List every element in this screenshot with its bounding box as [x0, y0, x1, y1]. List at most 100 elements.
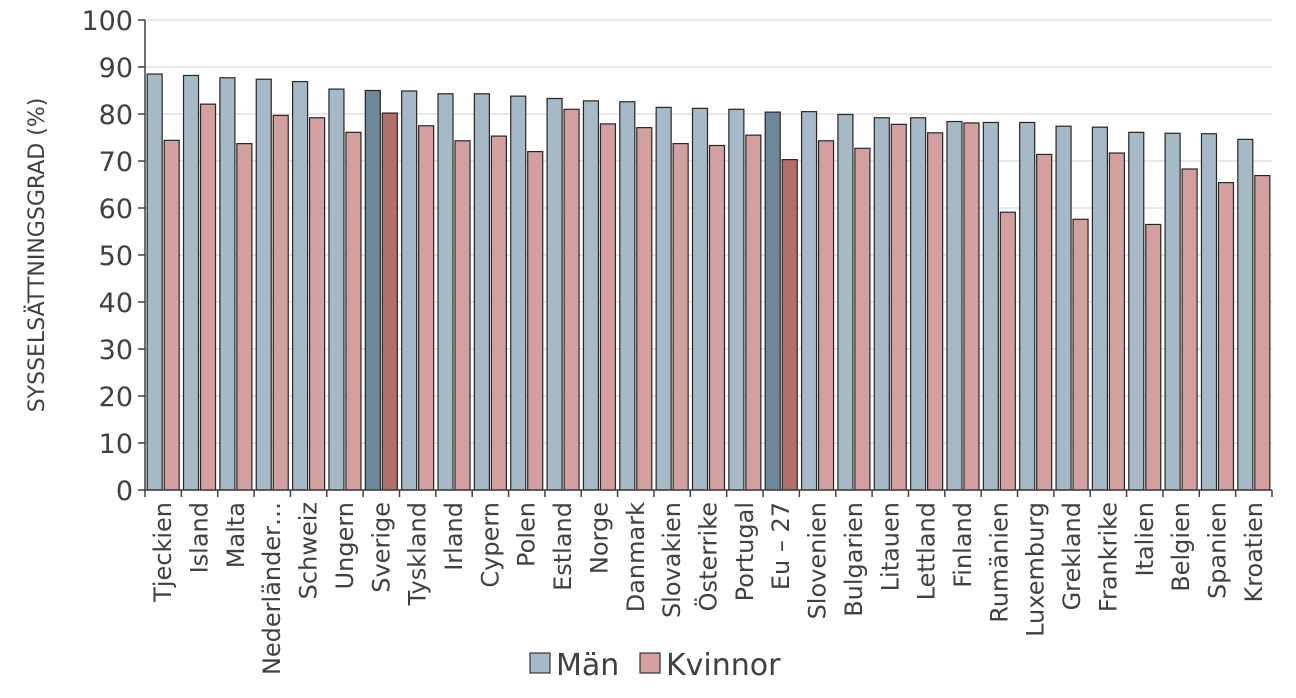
x-tick-label: Lettland [913, 502, 941, 600]
x-tick-label: Norge [585, 502, 613, 574]
bar-kvinnor [1072, 218, 1089, 491]
bar-kvinnor [781, 158, 798, 491]
y-tick-label: 20 [99, 382, 133, 413]
y-tick-label: 40 [99, 288, 133, 319]
x-tick-label: Nederländer… [258, 502, 286, 675]
bar-kvinnor [636, 127, 653, 491]
bar-man [800, 111, 818, 491]
x-tick-label: Portugal [731, 502, 759, 601]
bar-kvinnor [1181, 168, 1198, 491]
bar-man [1200, 133, 1218, 491]
x-tick-label: Grekland [1058, 502, 1086, 610]
bar-man [437, 93, 454, 491]
bar-man [837, 113, 854, 491]
bars [146, 73, 1271, 491]
x-tick-label: Kroatien [1240, 502, 1268, 603]
bar-man [946, 120, 963, 491]
y-tick-label: 0 [116, 476, 133, 507]
x-tick-label: Österrike [694, 502, 723, 611]
bar-man [1237, 138, 1254, 491]
bar-man [182, 74, 200, 491]
y-tick-labels: 0 10 20 30 40 50 60 70 80 90 100 [81, 6, 133, 507]
x-tick-label: Cypern [476, 502, 504, 588]
bar-kvinnor [381, 112, 398, 491]
legend-swatch-man [529, 652, 551, 674]
x-tick-label: Tyskland [404, 502, 432, 606]
x-tick-label: Tjeckien [149, 502, 177, 603]
x-tick-label: Italien [1131, 502, 1159, 577]
bar-kvinnor [1108, 152, 1126, 491]
bar-man [146, 73, 163, 491]
bar-man [1164, 132, 1181, 491]
x-tick-label: Slovakien [658, 502, 686, 618]
bar-man [873, 117, 890, 491]
bar-kvinnor [199, 103, 217, 491]
y-tick-label: 50 [99, 241, 133, 272]
bar-kvinnor [708, 144, 726, 491]
x-tick-label: Finland [949, 502, 977, 588]
bar-man [982, 121, 999, 491]
bar-kvinnor [527, 151, 544, 491]
x-tick-label: Malta [222, 502, 250, 568]
bar-kvinnor [817, 140, 835, 491]
bar-man [291, 80, 309, 491]
bar-man [691, 107, 709, 491]
x-tick-label: Litauen [876, 502, 904, 591]
y-axis-label: SYSSELSÄTTNINGSGRAD (%) [24, 98, 50, 413]
y-tick-label: 30 [99, 335, 133, 366]
bar-kvinnor [308, 117, 326, 491]
bar-kvinnor [563, 108, 580, 491]
x-tick-label: Island [186, 502, 214, 573]
bar-kvinnor [1036, 153, 1053, 491]
x-tick-label: Eu – 27 [767, 502, 795, 590]
bar-kvinnor [454, 140, 471, 491]
y-tick-label: 100 [81, 6, 133, 37]
x-tick-label: Slovenien [804, 502, 832, 619]
bar-kvinnor [418, 125, 435, 491]
bar-kvinnor [745, 134, 762, 491]
x-tick-label: Danmark [622, 502, 650, 612]
bar-man [582, 100, 600, 491]
x-tick-label: Belgien [1167, 502, 1195, 592]
bar-kvinnor [854, 147, 871, 491]
bar-man [328, 88, 345, 491]
legend-swatch-kvinnor [639, 652, 661, 674]
bar-man [655, 106, 672, 491]
x-tick-label: Bulgarien [840, 502, 868, 617]
x-tick-label: Sverige [367, 502, 395, 593]
bar-man [546, 97, 563, 491]
x-tick-label: Ungern [331, 502, 359, 589]
bar-man [255, 78, 272, 491]
x-tick-label: Estland [549, 502, 577, 591]
bar-kvinnor [163, 139, 180, 491]
legend-label-kvinnor: Kvinnor [666, 648, 781, 683]
bar-man [1019, 121, 1036, 491]
y-tick-label: 70 [99, 147, 133, 178]
bar-man [401, 90, 418, 491]
x-tick-label: Rumänien [985, 502, 1013, 623]
legend-label-man: Män [556, 648, 619, 683]
bar-kvinnor [272, 114, 289, 491]
bar-man [910, 117, 927, 491]
bar-kvinnor [1254, 174, 1271, 491]
bar-kvinnor [890, 123, 907, 491]
bar-man [219, 77, 236, 491]
bar-kvinnor [1145, 223, 1162, 491]
bar-kvinnor [599, 123, 617, 491]
bar-kvinnor [490, 135, 507, 491]
bar-man [1055, 125, 1072, 491]
y-tick-label: 80 [99, 100, 133, 131]
y-tick-label: 60 [99, 194, 133, 225]
x-tick-label: Spanien [1203, 502, 1231, 599]
axes [144, 20, 1273, 497]
bar-kvinnor [1217, 182, 1235, 491]
bar-kvinnor [927, 132, 944, 491]
x-tick-labels: Tjeckien Island Malta Nederländer… Schweiz Un… [149, 502, 1268, 675]
x-tick-label: Schweiz [295, 502, 323, 599]
legend: Män Kvinnor [529, 648, 781, 683]
bar-man [510, 95, 527, 491]
y-tick-label: 90 [99, 53, 133, 84]
bar-man [728, 108, 745, 491]
y-tick-label: 10 [99, 429, 133, 460]
